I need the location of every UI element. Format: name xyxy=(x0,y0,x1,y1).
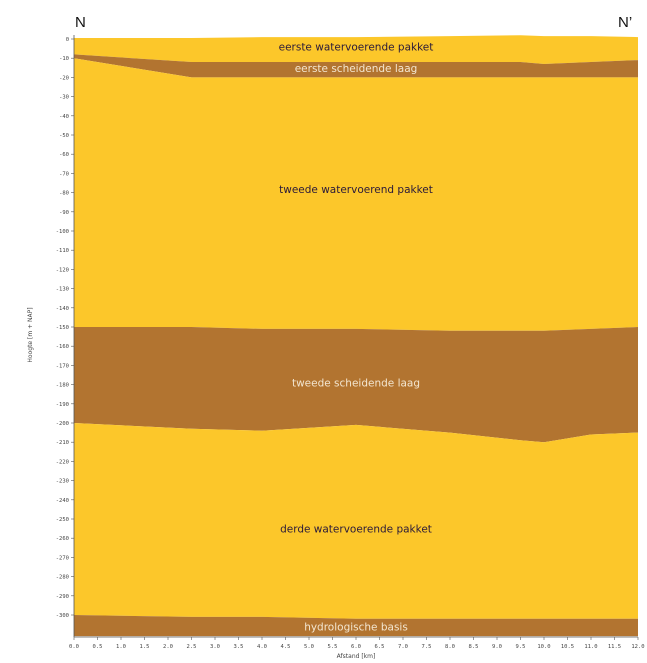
x-tick-label: 8.5 xyxy=(469,644,479,650)
layer-hydrologische-basis xyxy=(74,615,638,637)
x-tick-label: 10.0 xyxy=(537,644,550,650)
y-tick-label: -270 xyxy=(56,555,69,561)
x-tick-label: 2.5 xyxy=(187,644,197,650)
x-axis-label: Afstand [km] xyxy=(337,653,376,660)
x-tick-label: 4.5 xyxy=(281,644,291,650)
corner-label-left: N xyxy=(75,14,86,31)
y-tick-label: -200 xyxy=(56,421,69,427)
y-tick-label: -280 xyxy=(56,575,69,581)
y-tick-label: -180 xyxy=(56,383,69,389)
y-tick-label: -60 xyxy=(59,152,69,158)
x-tick-label: 5.0 xyxy=(304,644,314,650)
y-axis-label: Hoogte [m + NAP] xyxy=(27,307,34,362)
y-tick-label: -290 xyxy=(56,594,69,600)
x-tick-label: 5.5 xyxy=(328,644,338,650)
x-tick-label: 6.5 xyxy=(375,644,385,650)
x-tick-label: 2.0 xyxy=(163,644,173,650)
x-tick-label: 3.0 xyxy=(210,644,220,650)
y-tick-label: -30 xyxy=(59,95,69,101)
y-tick-label: -120 xyxy=(56,267,69,273)
layer-tweede-scheidende-laag xyxy=(74,327,638,443)
y-tick-label: -110 xyxy=(56,248,69,254)
layer-eerste-watervoerende-pakket xyxy=(74,35,638,64)
layer-eerste-scheidende-laag xyxy=(74,54,638,78)
y-tick-label: -210 xyxy=(56,440,69,446)
y-tick-label: -80 xyxy=(59,191,69,197)
y-tick-label: -130 xyxy=(56,287,69,293)
x-ticks: 0.0 0.5 1.0 1.5 2.0 2.5 3.0 3.5 4.0 4.5 5.0 5.5 6.0 6… xyxy=(69,637,645,650)
x-tick-label: 4.0 xyxy=(257,644,267,650)
y-tick-label: -170 xyxy=(56,363,69,369)
layer-label: hydrologische basis xyxy=(304,622,408,634)
x-tick-label: 11.5 xyxy=(608,644,621,650)
y-tick-label: -300 xyxy=(56,613,69,619)
x-tick-label: 1.0 xyxy=(116,644,126,650)
x-tick-label: 9.0 xyxy=(492,644,502,650)
layer-derde-watervoerende-pakket xyxy=(74,423,638,619)
x-tick-label: 11.0 xyxy=(584,644,597,650)
layers xyxy=(74,35,638,637)
layer-label: derde watervoerende pakket xyxy=(280,524,432,536)
x-tick-label: 7.5 xyxy=(422,644,432,650)
layer-label: tweede scheidende laag xyxy=(292,378,420,390)
x-tick-label: 7.0 xyxy=(398,644,408,650)
corner-label-right: N’ xyxy=(618,14,632,31)
x-tick-label: 0.0 xyxy=(69,644,79,650)
x-tick-label: 0.5 xyxy=(93,644,103,650)
layer-tweede-watervoerend-pakket xyxy=(74,58,638,331)
y-tick-label: -240 xyxy=(56,498,69,504)
x-tick-label: 9.5 xyxy=(516,644,526,650)
x-tick-label: 12.0 xyxy=(631,644,644,650)
layer-label: eerste scheidende laag xyxy=(295,63,418,75)
y-tick-label: -50 xyxy=(59,133,69,139)
y-tick-label: -20 xyxy=(59,75,69,81)
y-tick-label: -70 xyxy=(59,171,69,177)
y-tick-label: -190 xyxy=(56,402,69,408)
layer-label: tweede watervoerend pakket xyxy=(279,184,433,196)
y-tick-label: -100 xyxy=(56,229,69,235)
y-tick-label: -90 xyxy=(59,210,69,216)
x-tick-label: 3.5 xyxy=(234,644,244,650)
y-tick-label: -260 xyxy=(56,536,69,542)
y-tick-label: -10 xyxy=(59,56,69,62)
x-tick-label: 6.0 xyxy=(351,644,361,650)
layer-labels: eerste watervoerende pakket eerste scheid… xyxy=(279,42,434,634)
y-tick-label: 0 xyxy=(66,37,69,43)
y-tick-label: -40 xyxy=(59,114,69,120)
y-tick-label: -220 xyxy=(56,459,69,465)
y-tick-label: -230 xyxy=(56,479,69,485)
x-tick-label: 10.5 xyxy=(561,644,574,650)
layer-label: eerste watervoerende pakket xyxy=(279,42,434,54)
y-tick-label: -160 xyxy=(56,344,69,350)
x-tick-label: 8.0 xyxy=(445,644,455,650)
x-tick-label: 1.5 xyxy=(140,644,150,650)
y-tick-label: -250 xyxy=(56,517,69,523)
y-tick-label: -140 xyxy=(56,306,69,312)
y-ticks: 0 -10 -20 -30 -40 -50 -60 -70 -80 -90 -100 -110 -120… xyxy=(56,37,74,619)
y-tick-label: -150 xyxy=(56,325,69,331)
